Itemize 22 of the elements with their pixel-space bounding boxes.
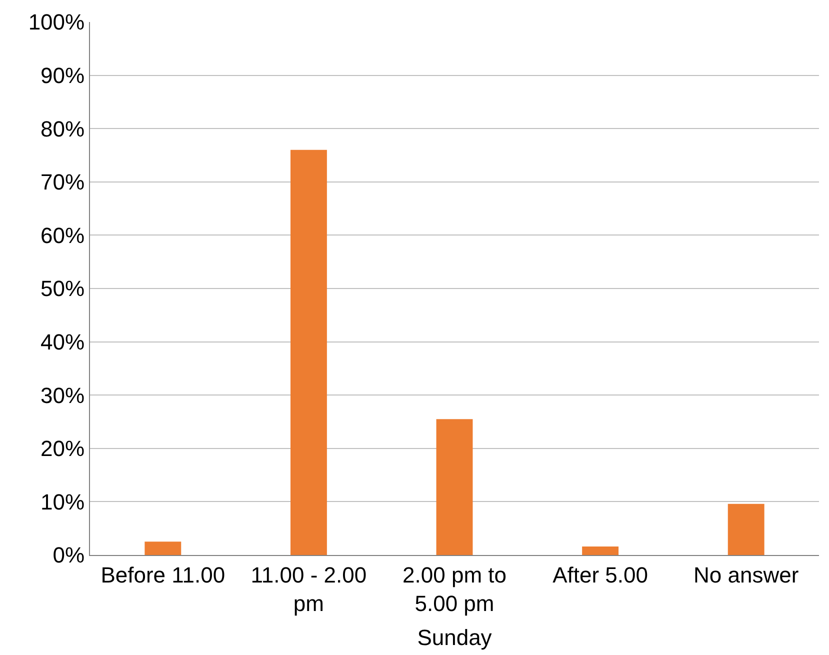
y-tick-label: 30%: [40, 382, 85, 408]
y-tick-label: 0%: [52, 542, 85, 568]
y-tick-label: 20%: [40, 436, 85, 462]
y-tick-label: 40%: [40, 330, 85, 354]
y-tick-label: 90%: [40, 63, 85, 88]
y-tick-label: 50%: [40, 276, 85, 302]
x-tick-label: 11.00 - 2.00 pm: [250, 562, 367, 616]
bar: [144, 542, 182, 555]
x-tick-label: No answer: [694, 562, 799, 588]
bar: [582, 546, 619, 555]
y-tick-label: 60%: [40, 222, 85, 248]
bar: [436, 419, 473, 555]
x-axis-title: Sunday: [417, 624, 492, 650]
y-tick-label: 80%: [40, 116, 85, 142]
x-tick-label: Before 11.00: [100, 562, 226, 588]
y-tick-label: 100%: [28, 10, 85, 35]
bar: [290, 150, 327, 555]
x-tick-label: 2.00 pm to 5.00 pm: [402, 562, 506, 616]
bar: [728, 504, 764, 555]
y-tick-label: 10%: [40, 489, 85, 514]
x-tick-label: After 5.00: [552, 562, 648, 588]
y-tick-label: 70%: [40, 170, 85, 195]
